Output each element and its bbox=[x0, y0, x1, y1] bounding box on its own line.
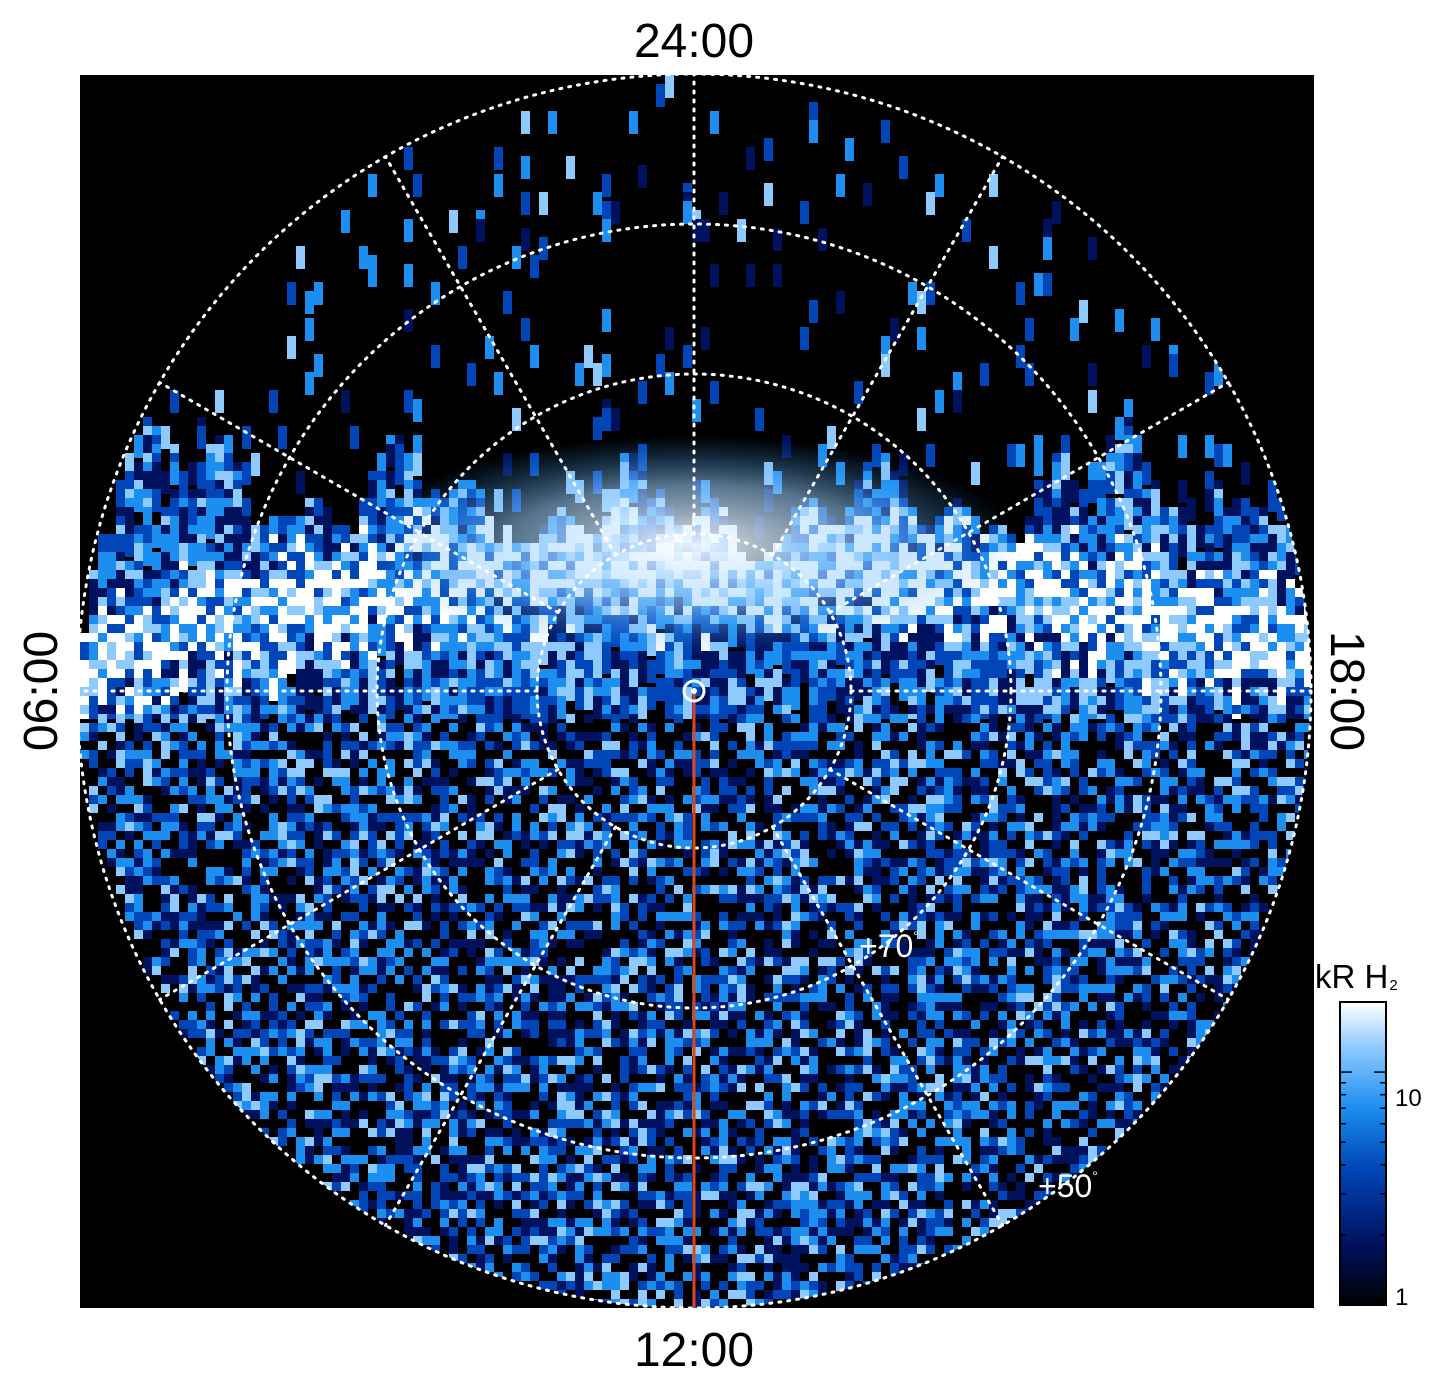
colorbar bbox=[1339, 1001, 1387, 1306]
emission-map bbox=[80, 75, 1311, 1308]
local-time-label-top: 24:00 bbox=[633, 15, 755, 68]
colorbar-minor-ticks bbox=[1340, 1001, 1386, 1236]
auroral-oval-glow bbox=[360, 435, 1020, 655]
colorbar-title: kR H2 bbox=[1315, 958, 1398, 995]
local-time-label-left: 06:00 bbox=[15, 630, 68, 752]
local-time-label-bottom: 12:00 bbox=[633, 1324, 755, 1377]
latitude-label-70: +70° bbox=[859, 928, 919, 964]
pole-marker-dot bbox=[691, 688, 697, 694]
colorbar-tick-1: 1 bbox=[1395, 1284, 1409, 1311]
latitude-circle bbox=[225, 222, 1163, 1160]
local-time-label-right: 18:00 bbox=[1320, 630, 1373, 752]
pole-marker bbox=[682, 679, 706, 703]
colorbar-tick-10: 10 bbox=[1395, 1085, 1422, 1112]
latitude-label-50: +50° bbox=[1038, 1168, 1098, 1204]
